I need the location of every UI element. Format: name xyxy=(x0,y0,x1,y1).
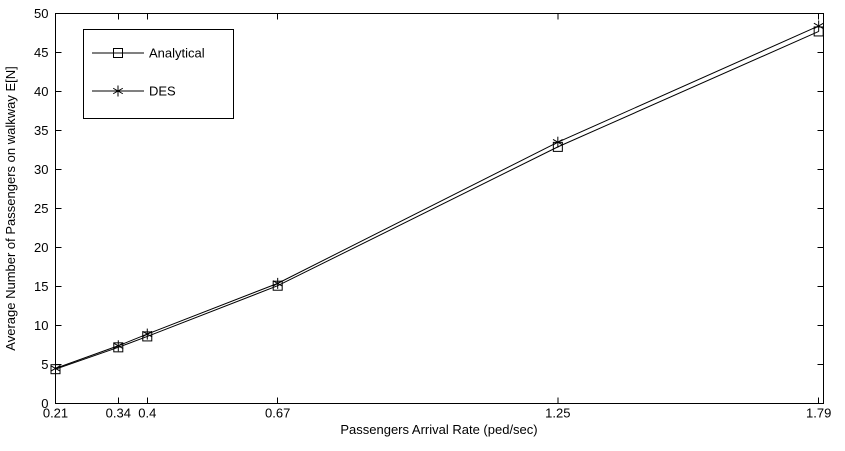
y-axis-label: Average Number of Passengers on walkway … xyxy=(3,66,18,350)
y-tick-label: 15 xyxy=(34,279,48,294)
y-tick-label: 50 xyxy=(34,6,48,21)
series-line-analytical xyxy=(55,30,819,370)
y-tick-label: 10 xyxy=(34,318,48,333)
y-tick-label: 30 xyxy=(34,162,48,177)
x-axis-label: Passengers Arrival Rate (ped/sec) xyxy=(340,422,537,437)
y-tick-label: 25 xyxy=(34,201,48,216)
data-marker-asterisk-des xyxy=(50,362,61,374)
legend: Analytical DES xyxy=(83,29,234,119)
x-tick-label: 0.4 xyxy=(138,406,156,421)
legend-item-des: DES xyxy=(92,84,176,99)
data-marker-asterisk-des xyxy=(113,340,124,352)
series-line-des xyxy=(55,25,819,369)
x-tick-label: 0.21 xyxy=(43,406,68,421)
y-tick-label: 20 xyxy=(34,240,48,255)
data-marker-asterisk-des xyxy=(142,328,153,340)
legend-label-analytical: Analytical xyxy=(149,46,205,61)
data-marker-asterisk-des xyxy=(272,277,283,289)
legend-asterisk-marker-icon xyxy=(112,85,124,97)
y-tick-label: 5 xyxy=(41,357,48,372)
y-tick-label: 45 xyxy=(34,45,48,60)
y-tick-label: 40 xyxy=(34,84,48,99)
y-tick-label: 0 xyxy=(41,396,48,411)
y-tick-label: 35 xyxy=(34,123,48,138)
data-marker-asterisk-des xyxy=(552,136,563,148)
data-marker-asterisk-des xyxy=(813,20,824,32)
x-tick-label: 1.25 xyxy=(545,406,570,421)
x-tick-label: 1.79 xyxy=(806,406,831,421)
legend-item-analytical: Analytical xyxy=(92,46,205,61)
x-tick-label: 0.34 xyxy=(106,406,131,421)
legend-label-des: DES xyxy=(149,84,176,99)
x-tick-label: 0.67 xyxy=(265,406,290,421)
legend-box xyxy=(83,29,234,119)
legend-square-marker-icon xyxy=(113,48,123,58)
